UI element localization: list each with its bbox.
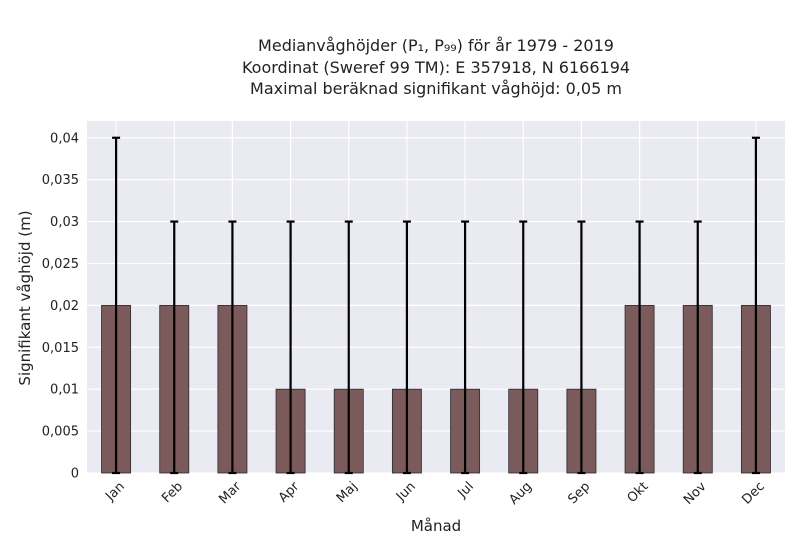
x-axis-ticks: Jan Feb Mar Apr Maj Jun Jul Aug Sep Okt Nov Dec	[102, 479, 767, 508]
x-tick-label: Sep	[565, 479, 593, 507]
plot-area	[87, 121, 785, 473]
y-tick-label: 0,015	[42, 341, 79, 356]
error-bar-jul	[461, 220, 470, 475]
x-tick-label: Okt	[625, 479, 652, 506]
x-tick-label: Nov	[681, 479, 710, 508]
error-bars	[112, 136, 760, 475]
y-tick-label: 0,04	[50, 131, 79, 146]
error-bar-okt	[635, 220, 644, 475]
y-tick-label: 0,02	[50, 299, 79, 314]
y-tick-label: 0,03	[50, 215, 79, 230]
error-bar-feb	[170, 220, 179, 475]
error-bar-nov	[693, 220, 702, 475]
error-bar-sep	[577, 220, 586, 475]
error-bar-jan	[112, 136, 121, 475]
x-tick-label: Aug	[507, 479, 536, 508]
error-bar-apr	[286, 220, 295, 475]
error-bar-maj	[344, 220, 353, 475]
x-tick-label: Jan	[102, 479, 127, 504]
y-tick-label: 0,005	[42, 425, 79, 440]
chart-title-line-3: Maximal beräknad signifikant våghöjd: 0,…	[250, 79, 622, 98]
chart-title-line-1: Medianvåghöjder (P₁, P₉₉) för år 1979 - …	[258, 36, 614, 55]
x-axis-label: Månad	[411, 517, 461, 535]
x-tick-label: Jun	[393, 479, 419, 505]
x-tick-label: Maj	[334, 479, 361, 506]
x-tick-label: Mar	[216, 479, 244, 507]
chart-title: Medianvåghöjder (P₁, P₉₉) för år 1979 - …	[242, 36, 630, 98]
error-bar-jun	[402, 220, 411, 475]
y-tick-label: 0,025	[42, 257, 79, 272]
y-tick-label: 0	[71, 467, 79, 482]
error-bar-aug	[519, 220, 528, 475]
x-tick-label: Jul	[455, 479, 477, 501]
chart-title-line-2: Koordinat (Sweref 99 TM): E 357918, N 61…	[242, 58, 630, 77]
y-tick-label: 0,01	[50, 383, 79, 398]
x-tick-label: Dec	[739, 479, 767, 507]
x-tick-label: Feb	[159, 479, 186, 506]
error-bar-dec	[751, 136, 760, 475]
y-axis-label: Signifikant våghöjd (m)	[16, 210, 34, 385]
y-axis-ticks: 0 0,005 0,01 0,015 0,02 0,025 0,03 0,035 0,04	[42, 131, 79, 481]
y-tick-label: 0,035	[42, 173, 79, 188]
error-bar-mar	[228, 220, 237, 475]
x-tick-label: Apr	[276, 479, 303, 506]
